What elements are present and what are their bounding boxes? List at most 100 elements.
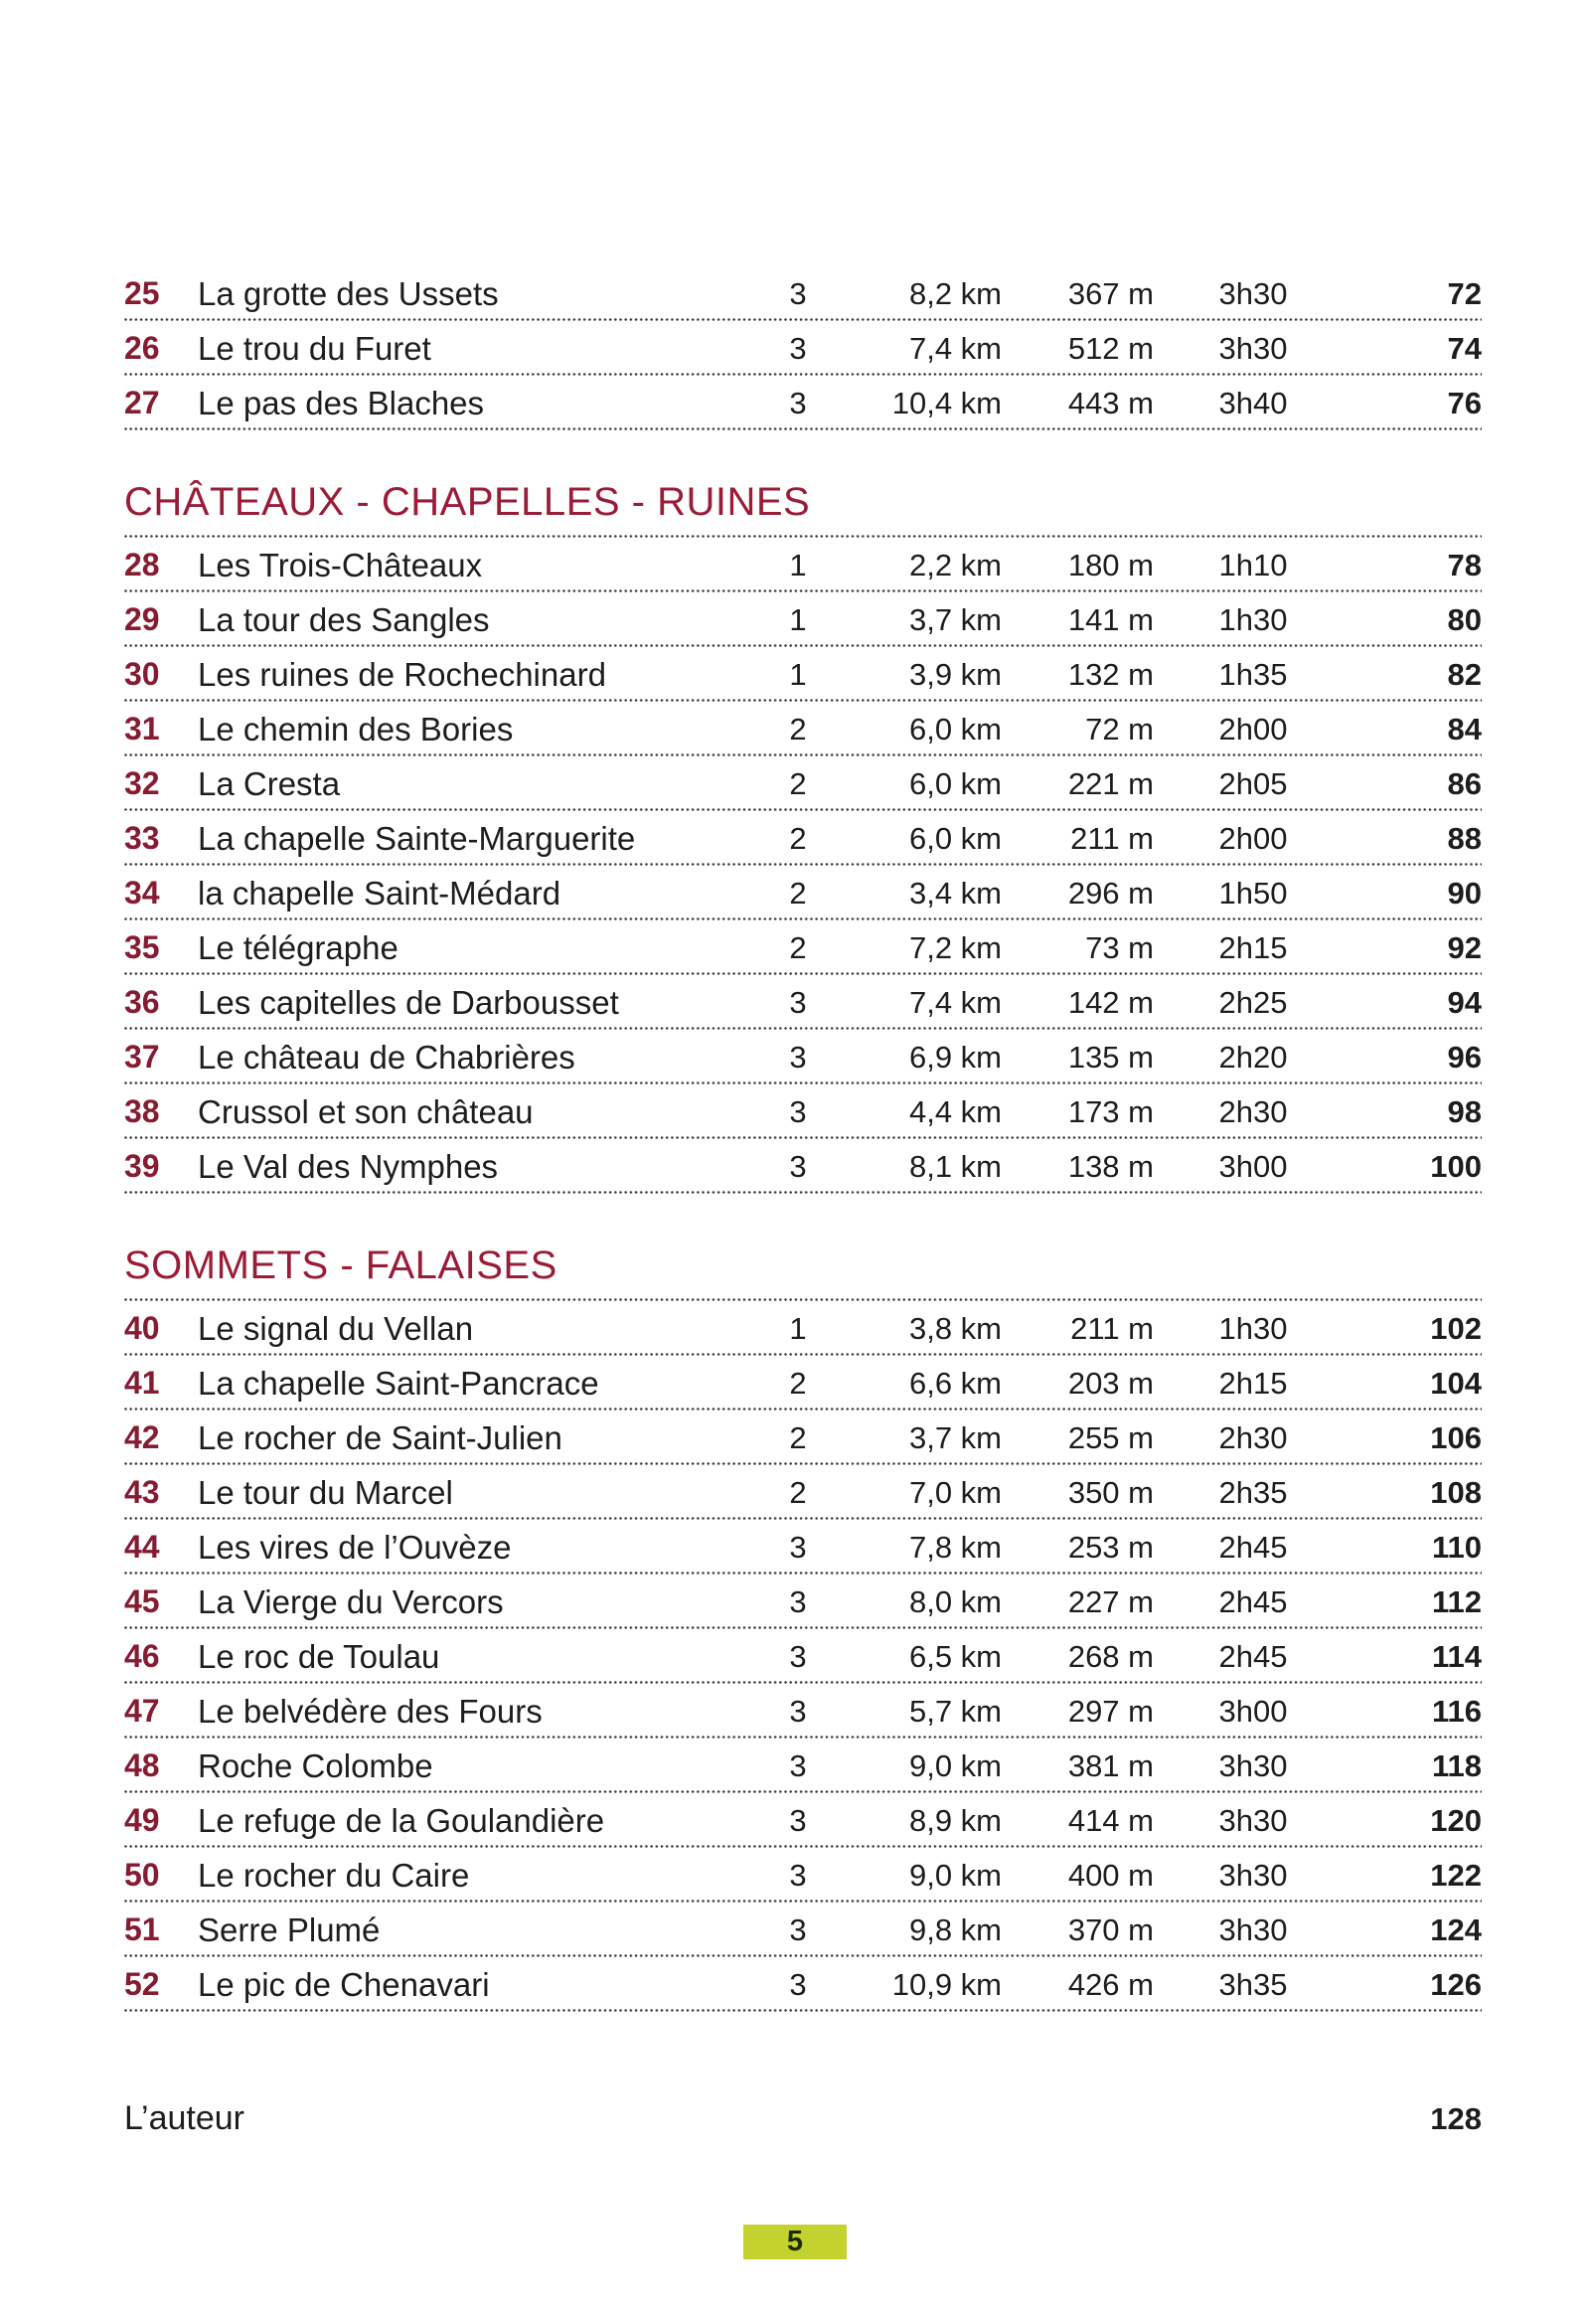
hike-elevation: 297 m (1067, 1693, 1154, 1729)
hike-number: 39 (124, 1148, 160, 1184)
hike-name: Le télégraphe (198, 928, 398, 966)
hike-duration: 3h30 (1218, 1911, 1288, 1947)
toc-row: 45 La Vierge du Vercors 3 8,0 km 227 m 2… (124, 1575, 1482, 1629)
hike-duration: 1h30 (1218, 1310, 1288, 1346)
hike-elevation: 426 m (1067, 1966, 1154, 2002)
toc-row: 36 Les capitelles de Darbousset 3 7,4 km… (124, 975, 1482, 1030)
hike-difficulty: 3 (789, 1747, 807, 1783)
hike-number: 36 (124, 984, 160, 1020)
hike-name: Les capitelles de Darbousset (198, 983, 619, 1021)
hike-difficulty: 2 (789, 1365, 807, 1401)
hike-distance: 7,4 km (908, 984, 1002, 1020)
hike-number: 51 (124, 1911, 160, 1947)
hike-name: Le château de Chabrières (198, 1038, 575, 1076)
hike-name: Les vires de l’Ouvèze (198, 1528, 512, 1566)
hike-number: 25 (124, 275, 160, 311)
hike-page: 122 (1430, 1857, 1482, 1893)
hike-page: 116 (1431, 1693, 1482, 1729)
hike-number: 49 (124, 1802, 160, 1838)
hike-duration: 3h40 (1218, 385, 1288, 420)
author-page-number: 128 (1430, 2101, 1482, 2136)
hike-difficulty: 3 (789, 1857, 807, 1893)
hike-elevation: 73 m (1085, 929, 1154, 965)
hike-distance: 8,2 km (908, 275, 1002, 311)
section-rows: 40 Le signal du Vellan 1 3,8 km 211 m 1h… (124, 1301, 1482, 2012)
hike-name: La chapelle Saint-Pancrace (198, 1364, 599, 1402)
hike-distance: 4,4 km (908, 1093, 1002, 1129)
hike-name: Le trou du Furet (198, 329, 431, 367)
hike-difficulty: 3 (789, 1693, 807, 1729)
hike-name: Le pas des Blaches (198, 384, 485, 421)
hike-name: La Vierge du Vercors (198, 1582, 504, 1620)
hike-page: 102 (1430, 1310, 1482, 1346)
hike-elevation: 132 m (1067, 656, 1154, 692)
hike-difficulty: 3 (789, 1638, 807, 1674)
toc-row: 50 Le rocher du Caire 3 9,0 km 400 m 3h3… (124, 1848, 1482, 1903)
hike-elevation: 135 m (1067, 1039, 1154, 1075)
hike-distance: 10,9 km (891, 1966, 1002, 2002)
toc-row: 33 La chapelle Sainte-Marguerite 2 6,0 k… (124, 811, 1482, 866)
toc-row: 38 Crussol et son château 3 4,4 km 173 m… (124, 1084, 1482, 1139)
hike-number: 27 (124, 385, 160, 420)
hike-difficulty: 1 (789, 656, 807, 692)
hike-duration: 1h35 (1218, 656, 1288, 692)
hike-distance: 3,8 km (908, 1310, 1002, 1346)
hike-name: Crussol et son château (198, 1092, 534, 1130)
hike-name: Le pic de Chenavari (198, 1965, 490, 2003)
hike-duration: 2h45 (1218, 1638, 1288, 1674)
hike-name: Le Val des Nymphes (198, 1147, 499, 1185)
hike-number: 44 (124, 1529, 160, 1565)
hike-distance: 8,1 km (908, 1148, 1002, 1184)
hike-difficulty: 2 (789, 711, 807, 747)
toc-row: 52 Le pic de Chenavari 3 10,9 km 426 m 3… (124, 1957, 1482, 2012)
hike-elevation: 400 m (1067, 1857, 1154, 1893)
hike-distance: 3,9 km (908, 656, 1002, 692)
hike-elevation: 211 m (1070, 820, 1154, 856)
hike-difficulty: 2 (789, 929, 807, 965)
hike-elevation: 138 m (1067, 1148, 1154, 1184)
hike-name: Le tour du Marcel (198, 1473, 453, 1511)
hike-page: 126 (1430, 1966, 1482, 2002)
toc-section: SOMMETS - FALAISES 40 Le signal du Vella… (124, 1240, 1482, 2012)
hike-page: 96 (1447, 1039, 1482, 1075)
hike-name: Le refuge de la Goulandière (198, 1801, 605, 1839)
hike-difficulty: 2 (789, 1474, 807, 1510)
hike-name: Le rocher de Saint-Julien (198, 1418, 562, 1456)
hike-elevation: 141 m (1067, 601, 1154, 637)
hike-elevation: 142 m (1067, 984, 1154, 1020)
section-rows: 28 Les Trois-Châteaux 1 2,2 km 180 m 1h1… (124, 538, 1482, 1194)
hike-difficulty: 2 (789, 1419, 807, 1455)
toc-section: CHÂTEAUX - CHAPELLES - RUINES 28 Les Tro… (124, 476, 1482, 1194)
hike-duration: 3h35 (1218, 1966, 1288, 2002)
hike-distance: 8,0 km (908, 1583, 1002, 1619)
hike-distance: 10,4 km (891, 385, 1002, 420)
hike-difficulty: 3 (789, 1802, 807, 1838)
hike-distance: 6,0 km (908, 820, 1002, 856)
hike-distance: 5,7 km (908, 1693, 1002, 1729)
hike-difficulty: 1 (789, 1310, 807, 1346)
hike-distance: 7,2 km (908, 929, 1002, 965)
hike-difficulty: 2 (789, 875, 807, 911)
hike-page: 76 (1447, 385, 1482, 420)
hike-number: 31 (124, 711, 160, 747)
hike-distance: 9,0 km (908, 1857, 1002, 1893)
hike-page: 98 (1447, 1093, 1482, 1129)
hike-page: 100 (1430, 1148, 1482, 1184)
hike-name: Les ruines de Rochechinard (198, 655, 606, 693)
hike-page: 72 (1447, 275, 1482, 311)
hike-name: La Cresta (198, 764, 341, 802)
section-rows: 25 La grotte des Ussets 3 8,2 km 367 m 3… (124, 266, 1482, 430)
hike-name: Le roc de Toulau (198, 1637, 440, 1675)
hike-elevation: 381 m (1067, 1747, 1154, 1783)
hike-number: 43 (124, 1474, 160, 1510)
toc-row: 40 Le signal du Vellan 1 3,8 km 211 m 1h… (124, 1301, 1482, 1356)
hike-difficulty: 3 (789, 1966, 807, 2002)
hike-number: 35 (124, 929, 160, 965)
toc-row: 32 La Cresta 2 6,0 km 221 m 2h05 86 (124, 756, 1482, 811)
hike-elevation: 370 m (1067, 1911, 1154, 1947)
hike-elevation: 268 m (1067, 1638, 1154, 1674)
hike-elevation: 512 m (1067, 330, 1154, 366)
hike-page: 110 (1431, 1529, 1482, 1565)
hike-difficulty: 3 (789, 1529, 807, 1565)
hike-number: 37 (124, 1039, 160, 1075)
